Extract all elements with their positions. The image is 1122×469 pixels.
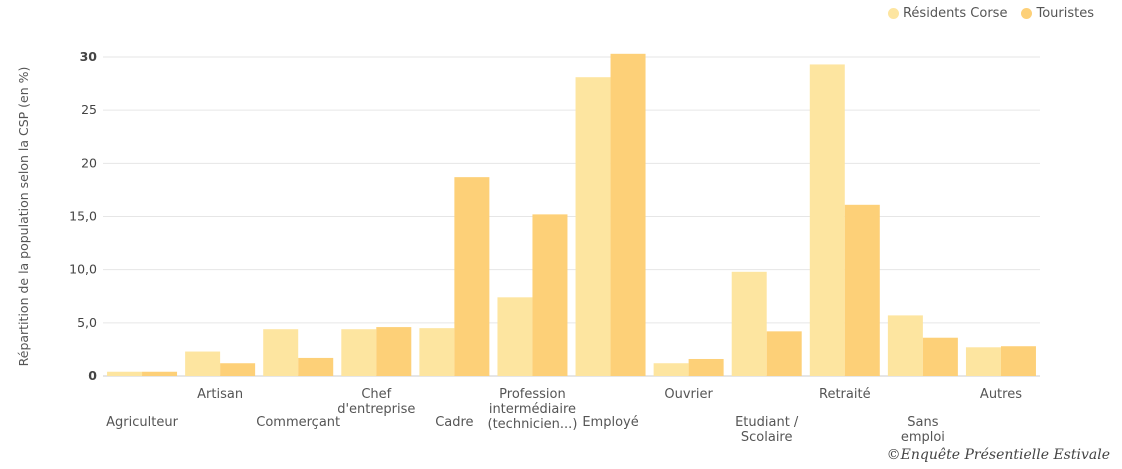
y-tick-label: 5,0 bbox=[77, 315, 97, 330]
x-tick-label: Autres bbox=[980, 387, 1022, 402]
x-tick-label: Etudiant / Scolaire bbox=[735, 415, 799, 445]
x-tick-label: Ouvrier bbox=[664, 387, 713, 402]
bar bbox=[263, 329, 299, 376]
bar bbox=[142, 371, 178, 376]
bar bbox=[532, 214, 568, 376]
bar bbox=[575, 77, 611, 376]
y-tick-label: 10,0 bbox=[69, 262, 97, 277]
bar bbox=[922, 337, 958, 376]
x-tick-label: Cadre bbox=[435, 415, 473, 430]
bar bbox=[341, 329, 377, 376]
x-tick-label: Artisan bbox=[197, 387, 243, 402]
bar bbox=[376, 327, 412, 376]
y-axis-title: Répartition de la population selon la CS… bbox=[16, 67, 31, 367]
bar bbox=[809, 64, 845, 377]
y-tick-label: 0 bbox=[88, 368, 97, 383]
y-tick-label: 15,0 bbox=[69, 209, 97, 224]
bar bbox=[1000, 346, 1036, 376]
y-tick-label: 30 bbox=[80, 49, 98, 64]
bar bbox=[766, 331, 802, 376]
source-credit: ©Enquête Présentielle Estivale bbox=[886, 447, 1110, 463]
x-tick-label: Commerçant bbox=[256, 415, 340, 430]
legend-item-touristes[interactable]: Touristes bbox=[1021, 6, 1094, 21]
legend-swatch-residents bbox=[887, 8, 899, 19]
bar bbox=[887, 315, 923, 376]
bar bbox=[610, 53, 646, 377]
legend-swatch-touristes bbox=[1021, 8, 1033, 19]
legend-label-residents: Résidents Corse bbox=[902, 6, 1008, 21]
x-tick-label: Agriculteur bbox=[106, 415, 178, 430]
bar bbox=[844, 204, 880, 376]
bar bbox=[688, 358, 724, 376]
x-tick-label: Chef d'entreprise bbox=[337, 387, 415, 417]
bar bbox=[731, 271, 767, 376]
bar bbox=[454, 177, 490, 376]
bar bbox=[298, 357, 334, 376]
bar bbox=[220, 363, 256, 376]
bar bbox=[185, 351, 221, 376]
bar bbox=[653, 363, 689, 376]
bar bbox=[497, 297, 533, 376]
bar bbox=[107, 371, 143, 376]
legend-label-touristes: Touristes bbox=[1036, 6, 1094, 21]
x-tick-label: Profession intermédiaire (technicien...) bbox=[488, 387, 578, 432]
x-tick-label: Sans emploi bbox=[901, 415, 945, 445]
bar bbox=[965, 347, 1001, 376]
bar bbox=[419, 328, 455, 376]
x-tick-label: Employé bbox=[582, 415, 638, 430]
y-tick-label: 20 bbox=[81, 155, 97, 170]
y-tick-label: 25 bbox=[81, 102, 97, 117]
x-tick-label: Retraité bbox=[819, 387, 871, 402]
legend: Résidents Corse Touristes bbox=[887, 6, 1094, 21]
legend-item-residents[interactable]: Résidents Corse bbox=[887, 6, 1008, 21]
